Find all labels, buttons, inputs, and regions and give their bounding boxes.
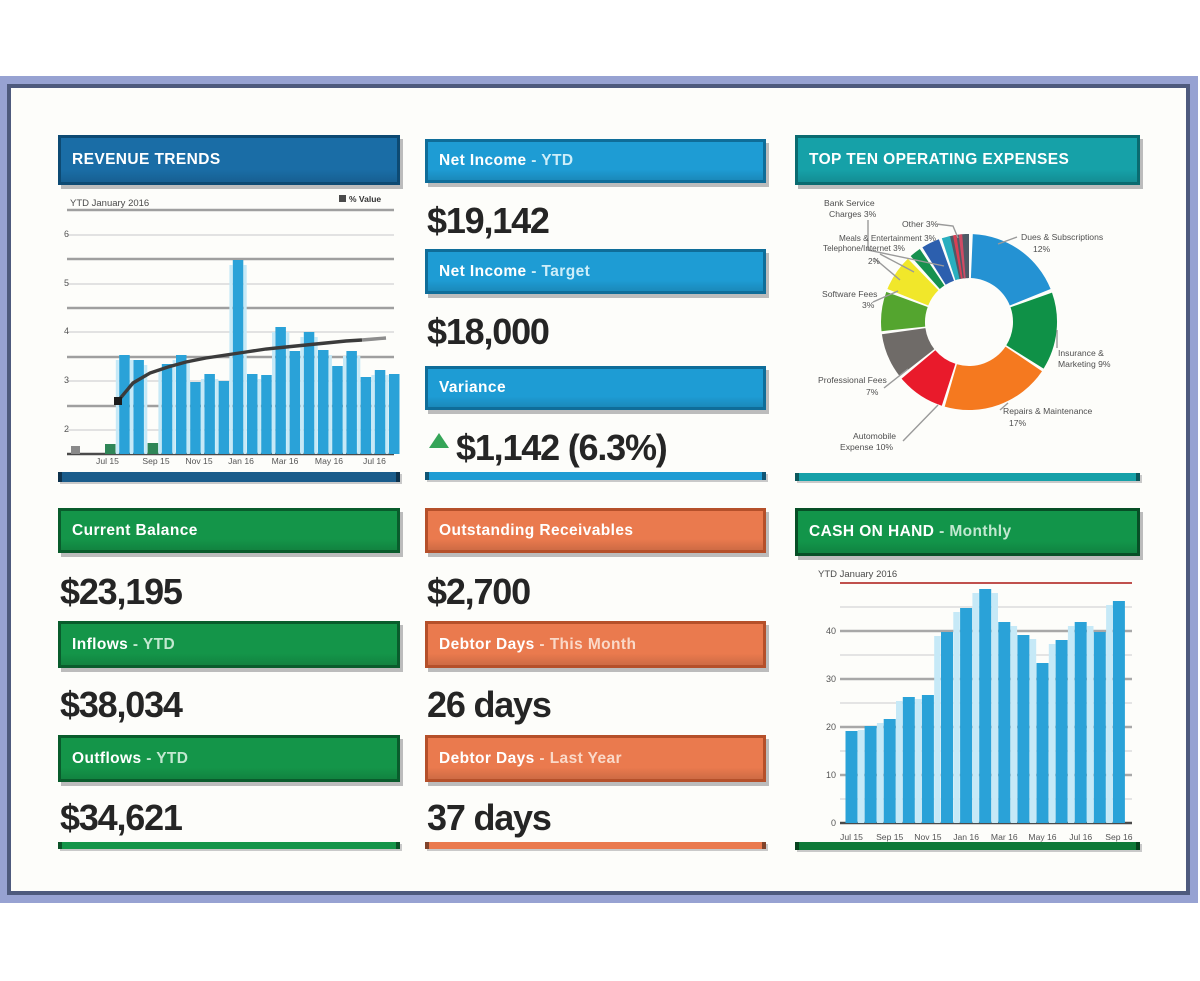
svg-text:Automobile: Automobile: [853, 431, 896, 441]
svg-text:May 16: May 16: [1028, 832, 1056, 842]
svg-text:5: 5: [64, 278, 69, 288]
svg-text:Jan 16: Jan 16: [228, 456, 254, 466]
svg-text:Sep 15: Sep 15: [142, 456, 169, 466]
svg-text:Dues & Subscriptions: Dues & Subscriptions: [1021, 232, 1103, 242]
svg-text:Meals & Entertainment 3%: Meals & Entertainment 3%: [839, 234, 936, 243]
svg-text:Mar 16: Mar 16: [991, 832, 1018, 842]
svg-text:May 16: May 16: [315, 456, 343, 466]
svg-text:4: 4: [64, 326, 69, 336]
svg-text:10: 10: [826, 770, 836, 780]
svg-text:YTD January 2016: YTD January 2016: [70, 198, 149, 209]
svg-text:Mar 16: Mar 16: [272, 456, 299, 466]
svg-text:Other 3%: Other 3%: [902, 219, 939, 229]
svg-text:YTD January 2016: YTD January 2016: [818, 569, 897, 580]
svg-text:7%: 7%: [866, 387, 879, 397]
svg-text:30: 30: [826, 674, 836, 684]
svg-text:40: 40: [826, 626, 836, 636]
svg-text:Jan 16: Jan 16: [953, 832, 979, 842]
svg-text:Jul 15: Jul 15: [96, 456, 119, 466]
svg-text:Jul 15: Jul 15: [840, 832, 863, 842]
svg-text:3%: 3%: [862, 300, 875, 310]
svg-text:Expense 10%: Expense 10%: [840, 442, 893, 452]
svg-text:Marketing 9%: Marketing 9%: [1058, 359, 1111, 369]
svg-text:17%: 17%: [1009, 418, 1027, 428]
svg-text:2: 2: [64, 424, 69, 434]
svg-text:Sep 16: Sep 16: [1105, 832, 1132, 842]
svg-text:Nov 15: Nov 15: [185, 456, 212, 466]
svg-text:Insurance &: Insurance &: [1058, 348, 1104, 358]
svg-text:Jul 16: Jul 16: [1069, 832, 1092, 842]
svg-text:Charges 3%: Charges 3%: [829, 209, 877, 219]
svg-text:Telephone/Internet 3%: Telephone/Internet 3%: [823, 244, 905, 253]
svg-text:2%: 2%: [868, 257, 880, 266]
svg-text:% Value: % Value: [349, 194, 381, 204]
svg-text:Sep 15: Sep 15: [876, 832, 903, 842]
svg-text:Jul 16: Jul 16: [363, 456, 386, 466]
svg-text:12%: 12%: [1033, 244, 1051, 254]
svg-text:Nov 15: Nov 15: [914, 832, 941, 842]
svg-text:Software Fees: Software Fees: [822, 289, 877, 299]
svg-text:Repairs & Maintenance: Repairs & Maintenance: [1003, 406, 1093, 416]
svg-text:Professional Fees: Professional Fees: [818, 375, 887, 385]
svg-text:6: 6: [64, 229, 69, 239]
svg-text:3: 3: [64, 375, 69, 385]
svg-text:Bank Service: Bank Service: [824, 198, 875, 208]
svg-text:20: 20: [826, 722, 836, 732]
svg-text:0: 0: [831, 818, 836, 828]
